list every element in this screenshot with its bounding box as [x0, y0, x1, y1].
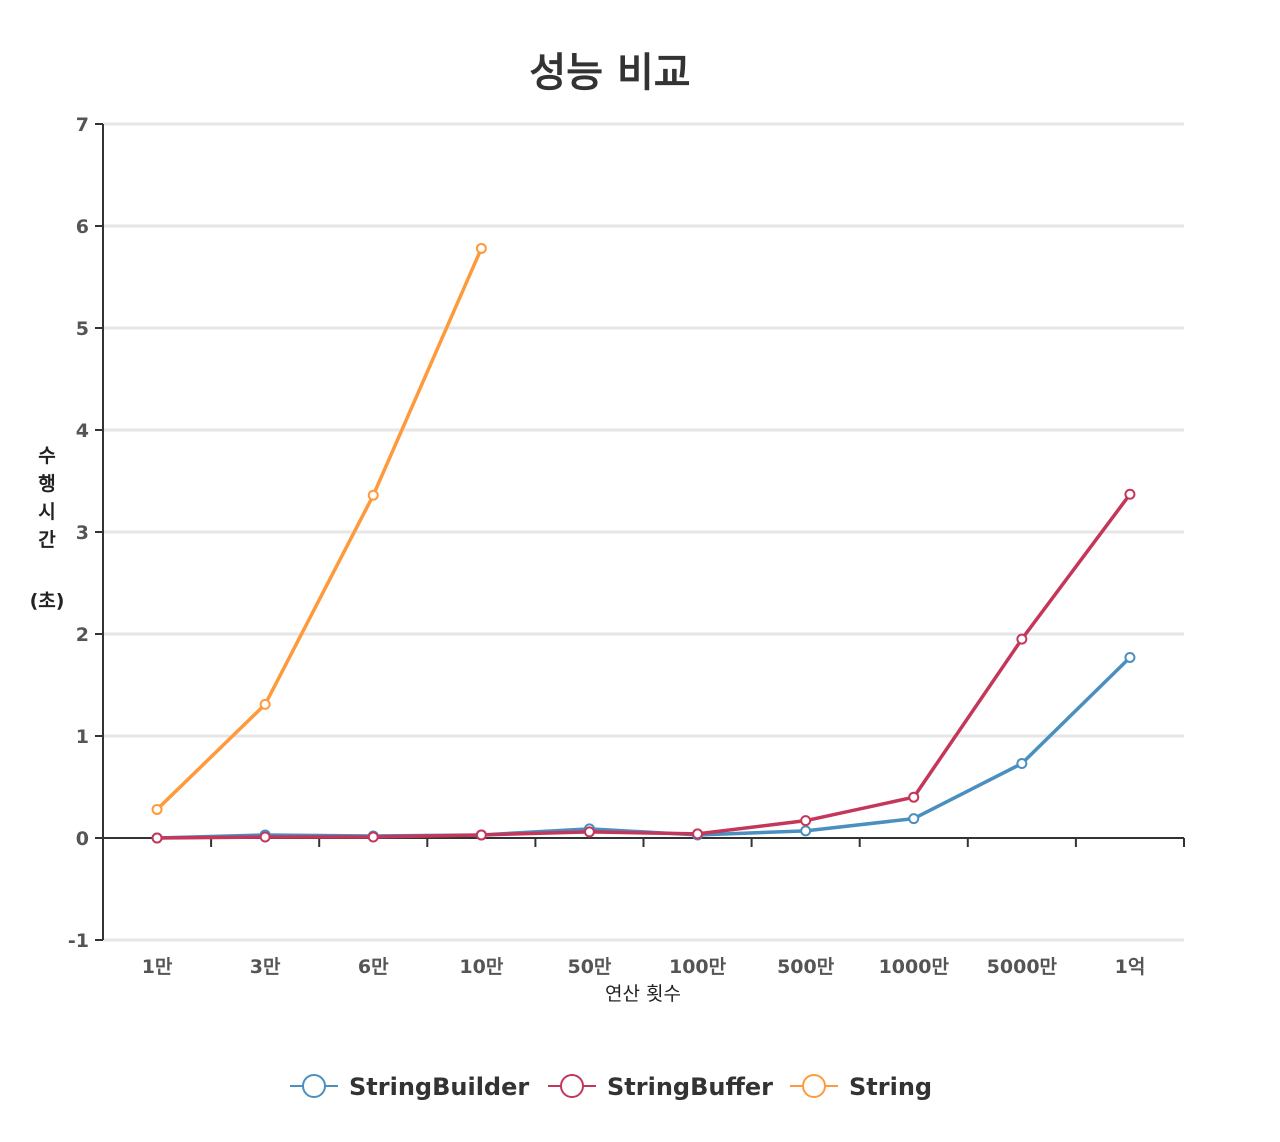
- x-axis-title: 연산 횟수: [605, 983, 681, 1005]
- series-line-stringbuilder: [157, 656, 1132, 840]
- data-point-string: [367, 489, 379, 501]
- y-axis-title-char: 간: [38, 529, 56, 551]
- x-tick-label: 3만: [250, 956, 281, 978]
- x-tick-label: 100만: [669, 956, 727, 978]
- y-axis-title-unit: (초): [30, 590, 65, 612]
- chart-title: 성능 비교: [529, 50, 690, 96]
- data-point-stringbuffer: [908, 791, 920, 803]
- x-tick-label: 1만: [142, 956, 173, 978]
- data-point-stringbuilder: [908, 813, 920, 825]
- x-tick-label: 6만: [358, 956, 389, 978]
- y-tick-label: 4: [76, 420, 89, 442]
- y-tick-label: 3: [76, 522, 89, 544]
- data-point-stringbuilder: [1016, 758, 1028, 770]
- legend-label-stringbuilder: StringBuilder: [349, 1073, 529, 1101]
- x-tick-label: 50만: [567, 956, 611, 978]
- y-tick-label: 6: [76, 216, 89, 238]
- data-point-stringbuffer: [151, 832, 163, 844]
- y-tick-label: 5: [76, 318, 89, 340]
- x-tick-label: 1000만: [879, 956, 950, 978]
- x-tick-label: 1억: [1115, 956, 1146, 978]
- legend-label-stringbuffer: StringBuffer: [607, 1073, 773, 1101]
- y-tick-label: 0: [76, 828, 89, 850]
- legend: StringBuilder StringBuffer String: [290, 1073, 932, 1101]
- legend-marker-stringbuilder: [302, 1074, 326, 1098]
- data-point-string: [475, 242, 487, 254]
- y-axis-title-char: 시: [38, 501, 55, 523]
- data-point-string: [259, 698, 271, 710]
- y-axis-title-char: 행: [38, 473, 55, 495]
- legend-marker-string: [802, 1074, 826, 1098]
- data-point-stringbuilder: [800, 825, 812, 837]
- data-point-stringbuffer: [259, 831, 271, 843]
- y-axis-title-char: 수: [38, 445, 55, 467]
- data-point-stringbuffer: [583, 826, 595, 838]
- y-tick-label: 2: [76, 624, 89, 646]
- data-point-stringbuffer: [800, 815, 812, 827]
- data-point-string: [151, 803, 163, 815]
- gridlines: [103, 122, 1184, 942]
- y-tick-label: 7: [76, 114, 89, 136]
- x-tick-label: 10만: [459, 956, 503, 978]
- x-tick-label: 5000만: [987, 956, 1058, 978]
- axes: -1 0 1 2 3 4 5 6 7 1만 3만 6만 10만 50만 100만 500만 1000만 5000만…: [68, 114, 1185, 978]
- series-line-stringbuffer: [157, 493, 1132, 840]
- y-tick-label: -1: [68, 930, 89, 952]
- data-point-stringbuffer: [475, 829, 487, 841]
- series-layer: [151, 242, 1136, 844]
- legend-marker-stringbuffer: [560, 1074, 584, 1098]
- data-point-stringbuffer: [367, 831, 379, 843]
- legend-label-string: String: [849, 1073, 932, 1101]
- data-point-stringbuilder: [1124, 651, 1136, 663]
- data-point-stringbuffer: [692, 828, 704, 840]
- data-point-stringbuffer: [1016, 633, 1028, 645]
- series-line-string: [155, 247, 483, 811]
- x-tick-label: 500만: [777, 956, 835, 978]
- data-point-stringbuffer: [1124, 488, 1136, 500]
- y-tick-label: 1: [76, 726, 89, 748]
